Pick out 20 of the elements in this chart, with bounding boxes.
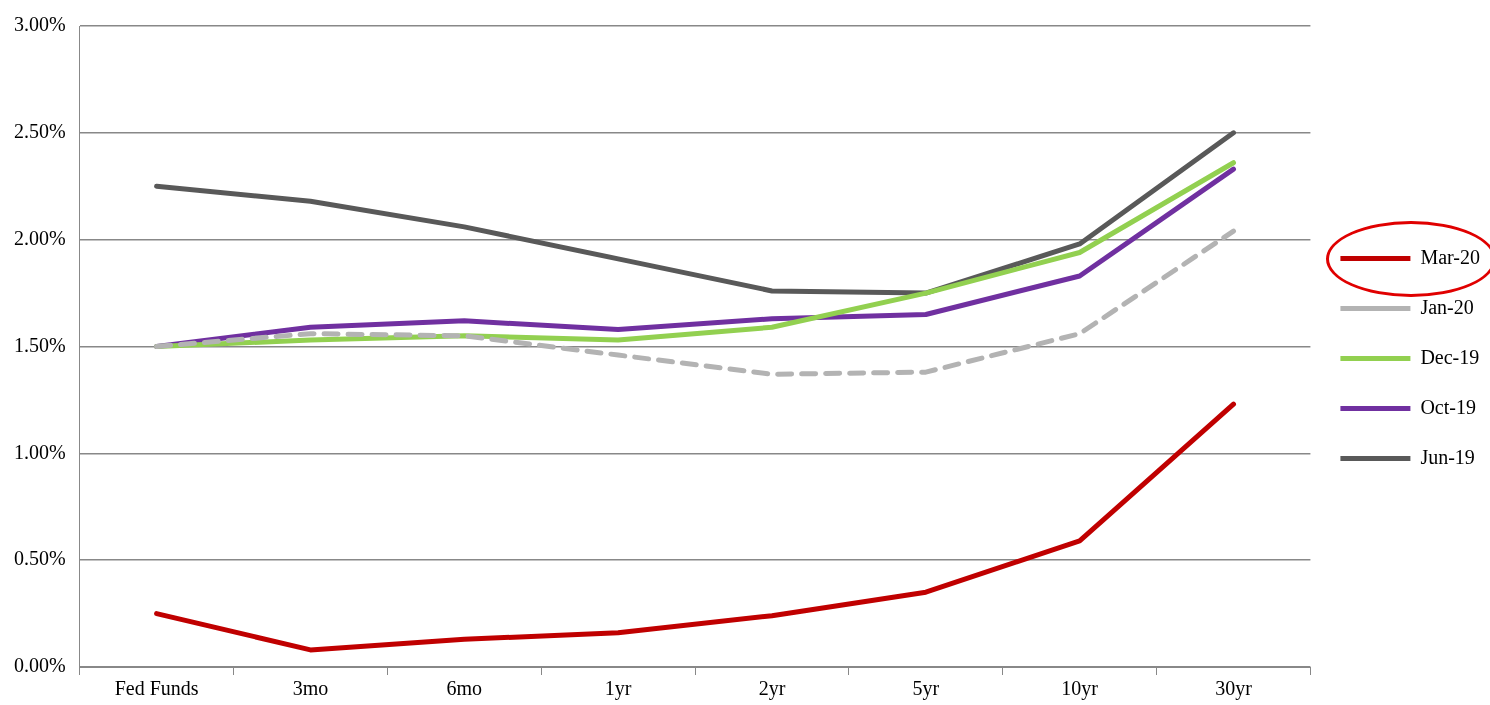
legend-label: Mar-20 (1420, 245, 1481, 268)
x-tick-label: 10yr (1061, 677, 1099, 701)
legend-label: Jan-20 (1420, 295, 1474, 318)
legend-label: Dec-19 (1420, 345, 1480, 368)
x-tick-label: 6mo (446, 677, 483, 700)
x-tick-label: 5yr (912, 677, 940, 701)
y-tick-label: 0.00% (13, 654, 66, 677)
x-tick-label: 30yr (1215, 677, 1253, 701)
y-tick-label: 0.50% (13, 547, 66, 570)
x-tick-label: Fed Funds (114, 677, 199, 700)
legend-label: Oct-19 (1420, 395, 1476, 418)
y-tick-label: 3.00% (13, 13, 66, 36)
x-tick-label: 3mo (292, 677, 329, 700)
legend-label: Jun-19 (1420, 445, 1475, 468)
y-tick-label: 2.00% (13, 226, 66, 249)
y-tick-label: 1.50% (13, 333, 66, 356)
y-tick-label: 1.00% (13, 440, 66, 463)
x-tick-label: 2yr (758, 677, 786, 701)
x-tick-label: 1yr (604, 677, 632, 701)
y-tick-label: 2.50% (13, 120, 66, 143)
